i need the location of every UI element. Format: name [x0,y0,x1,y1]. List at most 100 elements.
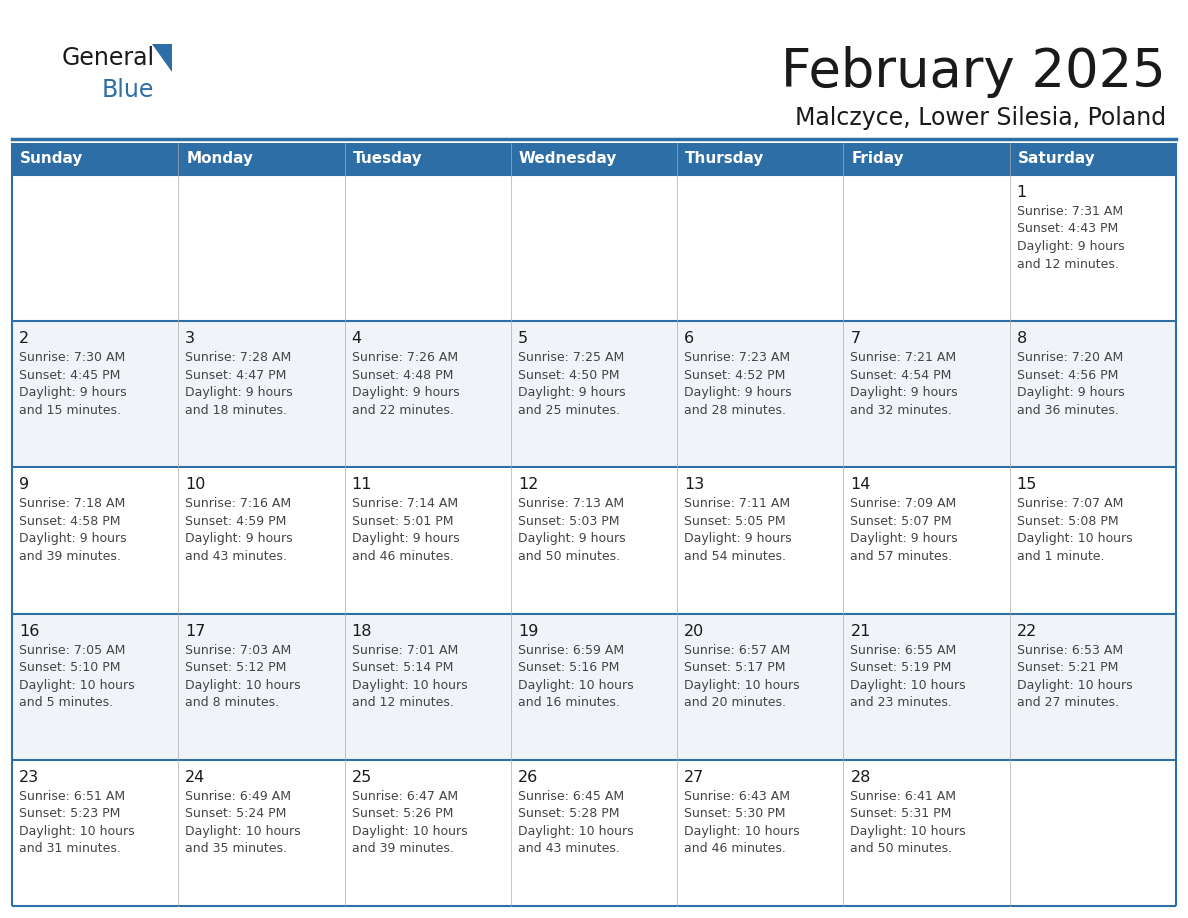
Bar [1010,467,1176,613]
Text: Sunset: 5:31 PM: Sunset: 5:31 PM [851,807,952,821]
Bar [843,467,1010,613]
Text: and 20 minutes.: and 20 minutes. [684,696,786,709]
Text: Daylight: 9 hours: Daylight: 9 hours [185,386,293,399]
Text: 20: 20 [684,623,704,639]
Text: Daylight: 10 hours: Daylight: 10 hours [19,678,134,691]
Text: Daylight: 10 hours: Daylight: 10 hours [185,824,301,838]
Text: Sunset: 4:50 PM: Sunset: 4:50 PM [518,369,619,382]
Text: Sunset: 5:05 PM: Sunset: 5:05 PM [684,515,785,528]
Text: 23: 23 [19,770,39,785]
Text: 12: 12 [518,477,538,492]
Text: Sunset: 5:03 PM: Sunset: 5:03 PM [518,515,619,528]
Text: Sunrise: 6:47 AM: Sunrise: 6:47 AM [352,789,457,803]
Text: Sunset: 5:16 PM: Sunset: 5:16 PM [518,661,619,674]
Text: Daylight: 10 hours: Daylight: 10 hours [684,678,800,691]
Text: Daylight: 9 hours: Daylight: 9 hours [1017,240,1124,253]
Text: and 57 minutes.: and 57 minutes. [851,550,953,563]
Text: 14: 14 [851,477,871,492]
Bar [12,467,178,613]
Text: Daylight: 9 hours: Daylight: 9 hours [684,532,791,545]
Bar [677,321,843,467]
Text: and 54 minutes.: and 54 minutes. [684,550,786,563]
Text: Sunset: 5:14 PM: Sunset: 5:14 PM [352,661,453,674]
Text: Sunrise: 7:13 AM: Sunrise: 7:13 AM [518,498,624,510]
Bar [345,467,511,613]
Text: Sunrise: 7:20 AM: Sunrise: 7:20 AM [1017,352,1123,364]
Text: 22: 22 [1017,623,1037,639]
Text: Sunrise: 6:43 AM: Sunrise: 6:43 AM [684,789,790,803]
Text: and 43 minutes.: and 43 minutes. [518,843,620,856]
Bar [511,321,677,467]
Text: Daylight: 10 hours: Daylight: 10 hours [1017,532,1132,545]
Text: Sunrise: 7:28 AM: Sunrise: 7:28 AM [185,352,291,364]
Polygon shape [152,44,172,72]
Text: 19: 19 [518,623,538,639]
Text: Sunset: 5:23 PM: Sunset: 5:23 PM [19,807,120,821]
Bar [178,467,345,613]
Bar [178,175,345,321]
Text: Thursday: Thursday [685,151,765,166]
Bar [12,760,178,906]
Bar [1010,143,1176,175]
Text: Daylight: 9 hours: Daylight: 9 hours [185,532,293,545]
Text: 25: 25 [352,770,372,785]
Text: and 25 minutes.: and 25 minutes. [518,404,620,417]
Bar [178,321,345,467]
Bar [12,143,178,175]
Text: Sunrise: 7:09 AM: Sunrise: 7:09 AM [851,498,956,510]
Text: Daylight: 9 hours: Daylight: 9 hours [19,532,127,545]
Bar [178,613,345,760]
Text: 18: 18 [352,623,372,639]
Bar [12,321,178,467]
Text: Daylight: 10 hours: Daylight: 10 hours [1017,678,1132,691]
Text: Daylight: 9 hours: Daylight: 9 hours [851,386,958,399]
Text: Daylight: 10 hours: Daylight: 10 hours [518,678,633,691]
Text: Sunrise: 7:31 AM: Sunrise: 7:31 AM [1017,205,1123,218]
Bar [843,321,1010,467]
Text: and 5 minutes.: and 5 minutes. [19,696,113,709]
Text: Sunrise: 6:51 AM: Sunrise: 6:51 AM [19,789,125,803]
Text: and 32 minutes.: and 32 minutes. [851,404,953,417]
Bar [511,143,677,175]
Text: Sunrise: 6:53 AM: Sunrise: 6:53 AM [1017,644,1123,656]
Text: Sunrise: 7:16 AM: Sunrise: 7:16 AM [185,498,291,510]
Bar [843,760,1010,906]
Text: 16: 16 [19,623,39,639]
Text: Sunset: 4:56 PM: Sunset: 4:56 PM [1017,369,1118,382]
Text: Daylight: 10 hours: Daylight: 10 hours [684,824,800,838]
Bar [511,613,677,760]
Text: Daylight: 10 hours: Daylight: 10 hours [185,678,301,691]
Text: Sunrise: 7:30 AM: Sunrise: 7:30 AM [19,352,125,364]
Text: Sunset: 5:08 PM: Sunset: 5:08 PM [1017,515,1118,528]
Text: Blue: Blue [102,78,154,102]
Bar [677,613,843,760]
Bar [677,143,843,175]
Text: Sunrise: 6:57 AM: Sunrise: 6:57 AM [684,644,790,656]
Text: Daylight: 9 hours: Daylight: 9 hours [352,386,460,399]
Text: Sunset: 5:19 PM: Sunset: 5:19 PM [851,661,952,674]
Text: 21: 21 [851,623,871,639]
Bar [677,175,843,321]
Bar [511,467,677,613]
Text: Sunrise: 7:26 AM: Sunrise: 7:26 AM [352,352,457,364]
Text: Daylight: 9 hours: Daylight: 9 hours [518,386,626,399]
Text: and 35 minutes.: and 35 minutes. [185,843,287,856]
Text: and 50 minutes.: and 50 minutes. [518,550,620,563]
Text: 1: 1 [1017,185,1026,200]
Text: 13: 13 [684,477,704,492]
Text: Sunrise: 7:14 AM: Sunrise: 7:14 AM [352,498,457,510]
Bar [12,175,178,321]
Text: Malczyce, Lower Silesia, Poland: Malczyce, Lower Silesia, Poland [795,106,1165,130]
Text: Sunset: 5:28 PM: Sunset: 5:28 PM [518,807,619,821]
Text: Sunset: 4:59 PM: Sunset: 4:59 PM [185,515,286,528]
Text: Sunrise: 7:23 AM: Sunrise: 7:23 AM [684,352,790,364]
Text: 8: 8 [1017,331,1026,346]
Text: 15: 15 [1017,477,1037,492]
Text: and 23 minutes.: and 23 minutes. [851,696,953,709]
Text: Sunrise: 7:25 AM: Sunrise: 7:25 AM [518,352,624,364]
Text: Sunset: 5:07 PM: Sunset: 5:07 PM [851,515,952,528]
Text: 10: 10 [185,477,206,492]
Bar [345,760,511,906]
Text: Sunrise: 6:59 AM: Sunrise: 6:59 AM [518,644,624,656]
Text: and 12 minutes.: and 12 minutes. [1017,258,1119,271]
